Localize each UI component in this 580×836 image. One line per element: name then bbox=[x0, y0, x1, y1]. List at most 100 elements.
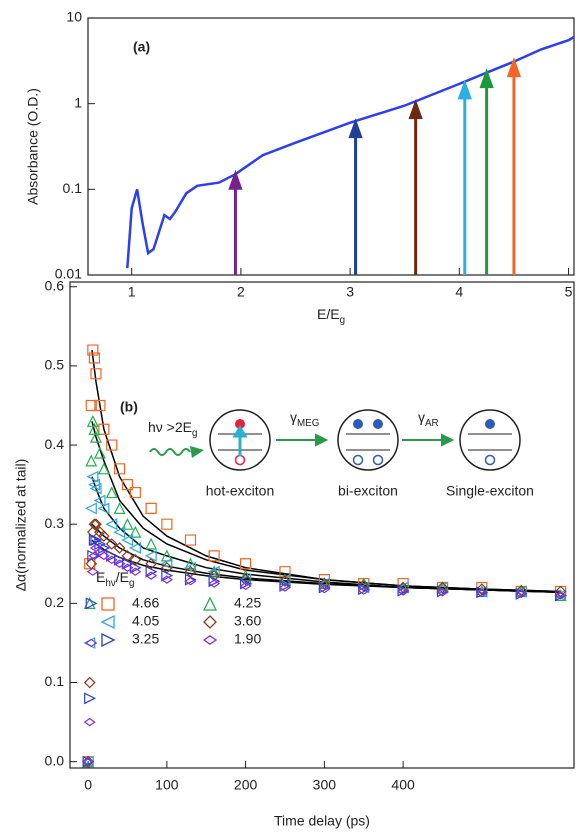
data-point bbox=[97, 502, 110, 515]
data-point bbox=[87, 344, 99, 356]
x-tick-label: 4 bbox=[455, 284, 463, 300]
legend-title: Ehν/Eg bbox=[96, 569, 134, 589]
data-point bbox=[90, 518, 102, 531]
x-tick-label: 200 bbox=[234, 777, 258, 793]
legend-marker bbox=[202, 596, 218, 611]
state-label: hot-exciton bbox=[206, 483, 274, 499]
data-point bbox=[82, 757, 95, 766]
data-point bbox=[160, 575, 173, 584]
data-point bbox=[121, 479, 134, 491]
x-tick-label: 400 bbox=[391, 777, 415, 793]
x-tick-label: 5 bbox=[565, 284, 573, 300]
hole bbox=[352, 454, 364, 466]
legend-title-part: g bbox=[129, 578, 134, 589]
data-point bbox=[279, 575, 291, 588]
data-point bbox=[106, 439, 118, 451]
data-point bbox=[397, 587, 410, 596]
data-point bbox=[105, 538, 118, 550]
data-point bbox=[129, 525, 142, 538]
x-tick-label: 100 bbox=[155, 777, 179, 793]
data-point bbox=[318, 584, 331, 594]
state-label: bi-exciton bbox=[338, 483, 398, 499]
process-arrow bbox=[276, 433, 329, 447]
data-point bbox=[184, 561, 197, 574]
data-point bbox=[105, 486, 118, 499]
data-point bbox=[114, 463, 126, 475]
excitation-arrow bbox=[457, 79, 472, 275]
data-point bbox=[240, 577, 252, 590]
data-point bbox=[84, 692, 97, 705]
hole bbox=[234, 454, 246, 466]
y-tick-label: 0.1 bbox=[45, 673, 65, 689]
data-point bbox=[145, 565, 158, 578]
data-point bbox=[554, 585, 567, 598]
legend-label: 3.60 bbox=[234, 613, 261, 629]
state-circle bbox=[459, 409, 521, 471]
data-point bbox=[436, 581, 449, 594]
x-axis-label: Time delay (ps) bbox=[274, 813, 370, 829]
data-point bbox=[161, 518, 173, 530]
data-point bbox=[240, 558, 252, 570]
fit-line bbox=[91, 350, 561, 593]
data-point bbox=[145, 571, 158, 580]
data-point bbox=[436, 588, 449, 597]
y-tick-label: 1 bbox=[74, 94, 82, 110]
hole bbox=[484, 454, 496, 466]
data-point bbox=[83, 597, 96, 609]
data-point bbox=[145, 502, 157, 514]
rate-label-part: AR bbox=[425, 418, 439, 429]
y-axis-label: Δα(normalized at tail) bbox=[13, 459, 29, 592]
electron bbox=[373, 419, 383, 429]
y-tick-label: 0.2 bbox=[45, 594, 65, 610]
data-point bbox=[88, 551, 101, 561]
data-point bbox=[85, 454, 98, 467]
data-point bbox=[161, 569, 174, 582]
photon-head bbox=[190, 446, 204, 458]
data-point bbox=[88, 518, 101, 531]
data-point bbox=[83, 717, 96, 727]
legend-marker bbox=[202, 635, 218, 645]
data-point bbox=[106, 549, 119, 562]
data-point bbox=[207, 565, 220, 578]
data-point bbox=[113, 526, 126, 539]
x-tick-label: 1 bbox=[128, 284, 136, 300]
absorbance-line bbox=[126, 35, 575, 269]
legend-title-part: /E bbox=[116, 569, 129, 585]
state-circle bbox=[337, 409, 399, 471]
excitation-arrow bbox=[348, 118, 363, 275]
data-point bbox=[93, 494, 106, 507]
data-point bbox=[98, 423, 110, 435]
rate-label-part: MEG bbox=[297, 418, 319, 429]
excitation-arrow bbox=[228, 169, 243, 275]
data-point bbox=[90, 534, 103, 547]
excitation-arrow bbox=[479, 68, 494, 275]
data-point bbox=[89, 482, 102, 495]
data-point bbox=[129, 561, 142, 574]
y-tick-label: 0.0 bbox=[45, 752, 65, 768]
plot-frame bbox=[69, 281, 575, 769]
data-point bbox=[184, 576, 197, 586]
legend-label: 4.05 bbox=[132, 613, 159, 629]
data-point bbox=[208, 565, 221, 578]
legend-marker bbox=[101, 597, 115, 611]
data-point bbox=[85, 597, 98, 610]
data-point bbox=[97, 551, 110, 561]
data-point bbox=[515, 589, 528, 599]
data-point bbox=[278, 583, 292, 592]
excitation-label-part: g bbox=[192, 428, 197, 439]
x-tick-label: 300 bbox=[313, 777, 337, 793]
y-tick-label: 0.1 bbox=[63, 180, 83, 196]
data-point bbox=[105, 555, 118, 565]
data-point bbox=[85, 638, 98, 648]
data-point bbox=[121, 557, 134, 570]
y-tick-label: 0.6 bbox=[45, 277, 65, 293]
x-axis-label-part: E/E bbox=[317, 306, 340, 322]
legend-label: 1.90 bbox=[234, 631, 261, 647]
data-point bbox=[208, 579, 221, 588]
data-point bbox=[114, 553, 126, 566]
excitation-arrow bbox=[408, 99, 423, 275]
data-point bbox=[97, 462, 110, 475]
y-axis-label: Absorbance (O.D.) bbox=[25, 88, 41, 205]
data-point bbox=[239, 573, 252, 586]
